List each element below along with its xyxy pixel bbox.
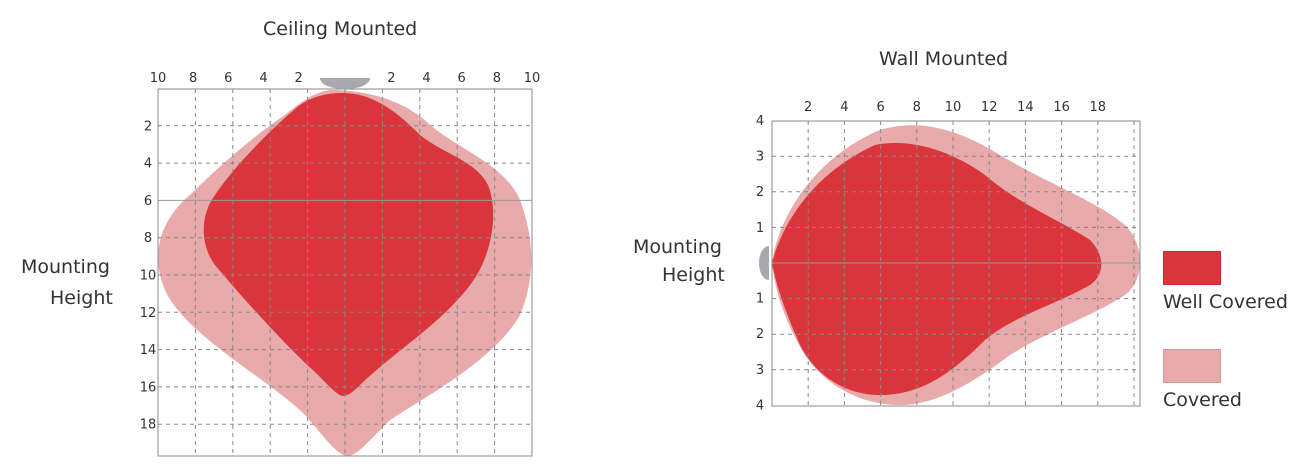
wall-x-ticks: 2 4 6 8 10 12 14 16 18 [804, 100, 1106, 115]
ceiling-x-tick-label: 8 [493, 71, 501, 86]
ceiling-x-tick-label: 2 [387, 71, 395, 86]
ceiling-sensor-icon [320, 78, 370, 89]
ceiling-y-tick-label: 4 [144, 157, 152, 172]
ceiling-y-ticks: 2 4 6 8 10 12 14 16 18 [140, 119, 157, 432]
ceiling-y-tick-label: 6 [144, 194, 152, 209]
wall-y-tick-label: 3 [756, 150, 764, 165]
legend-label-covered: Covered [1163, 389, 1242, 411]
wall-y-tick-label: 4 [756, 398, 764, 413]
ceiling-y-tick-label: 16 [140, 380, 157, 395]
wall-x-tick-label: 4 [840, 100, 848, 115]
ceiling-x-tick-label: 4 [422, 71, 430, 86]
wall-x-tick-label: 18 [1090, 100, 1107, 115]
ceiling-y-tick-label: 8 [144, 231, 152, 246]
legend-swatch-well-covered [1163, 251, 1221, 285]
wall-x-tick-label: 16 [1053, 100, 1070, 115]
wall-y-tick-label: 4 [756, 114, 764, 129]
ceiling-x-ticks: 10 8 6 4 2 2 4 6 8 10 [150, 71, 541, 86]
wall-x-tick-label: 14 [1017, 100, 1034, 115]
ceiling-side-label-line2: Height [50, 287, 113, 309]
ceiling-x-tick-label: 6 [224, 71, 232, 86]
wall-title: Wall Mounted [879, 48, 1009, 70]
wall-well-covered-area [772, 143, 1102, 395]
ceiling-x-tick-label: 2 [294, 71, 302, 86]
wall-sensor [759, 246, 769, 280]
wall-side-label-line1: Mounting [633, 236, 722, 258]
wall-coverage-well [772, 143, 1102, 395]
legend-swatch-covered [1163, 349, 1221, 383]
ceiling-coverage-diagram: 10 8 6 4 2 2 4 6 8 10 2 4 6 8 10 12 14 16 18 [140, 71, 541, 457]
ceiling-coverage-well [203, 93, 494, 396]
wall-x-tick-label: 8 [913, 100, 921, 115]
wall-y-ticks: 4 3 2 1 1 2 3 4 [756, 114, 764, 413]
wall-x-tick-label: 6 [876, 100, 884, 115]
ceiling-well-covered-area [203, 93, 494, 396]
ceiling-side-label-line1: Mounting [21, 256, 110, 278]
wall-sensor-icon [759, 246, 769, 280]
ceiling-x-tick-label: 10 [524, 71, 541, 86]
wall-y-tick-label: 1 [756, 221, 764, 236]
ceiling-y-tick-label: 14 [140, 343, 157, 358]
ceiling-x-tick-label: 6 [458, 71, 466, 86]
wall-side-label-line2: Height [662, 264, 725, 286]
wall-y-tick-label: 2 [756, 327, 764, 342]
ceiling-x-tick-label: 10 [150, 71, 167, 86]
wall-x-tick-label: 2 [804, 100, 812, 115]
ceiling-y-tick-label: 2 [144, 119, 152, 134]
legend-label-well-covered: Well Covered [1163, 291, 1288, 313]
ceiling-y-tick-label: 12 [140, 306, 157, 321]
wall-y-tick-label: 1 [756, 292, 764, 307]
ceiling-y-tick-label: 18 [140, 418, 157, 433]
ceiling-y-tick-label: 10 [140, 269, 157, 284]
wall-y-tick-label: 3 [756, 363, 764, 378]
wall-grid [771, 120, 1141, 407]
wall-x-tick-label: 10 [945, 100, 962, 115]
ceiling-sensor [320, 78, 370, 89]
ceiling-x-tick-label: 4 [259, 71, 267, 86]
ceiling-x-tick-label: 8 [189, 71, 197, 86]
wall-x-tick-label: 12 [981, 100, 998, 115]
wall-y-tick-label: 2 [756, 185, 764, 200]
ceiling-title: Ceiling Mounted [263, 18, 418, 40]
ceiling-grid [157, 88, 533, 457]
